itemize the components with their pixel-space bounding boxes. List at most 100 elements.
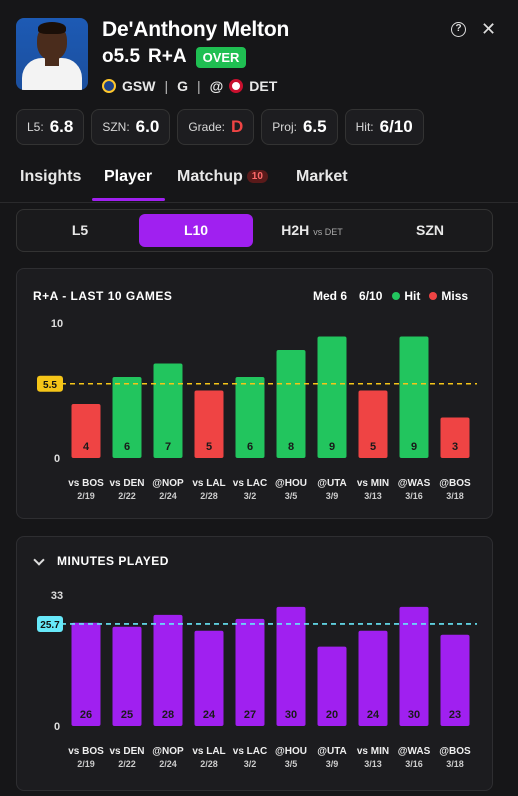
x-tick-date: 3/9 [326,759,339,769]
tab-bar: Insights Player Matchup 10 Market [0,168,518,202]
threshold-label: 25.7 [40,620,60,631]
player-name: De'Anthony Melton [102,18,290,41]
bar-value-label: 24 [203,709,216,721]
threshold-label: 5.5 [43,380,57,391]
y-tick-label: 0 [54,453,60,465]
x-tick-label: vs BOS [68,478,104,489]
hit-legend-label: Hit [404,289,421,303]
bar-value-label: 27 [244,709,256,721]
tab-player[interactable]: Player [104,168,153,185]
x-tick-date: 2/19 [77,491,95,501]
threshold-marker [37,375,63,392]
stat-pill-label: Hit: [355,120,374,134]
stat-pill-value: 6.8 [49,117,74,136]
stat-pill-value: D [231,117,244,136]
stat-pill: Grade: D [177,109,255,145]
bar [112,377,142,458]
range-selector: L5 L10 H2H vs DET SZN [16,209,493,252]
x-tick-date: 2/28 [200,759,218,769]
bar [440,417,470,458]
bar [276,350,306,458]
bar-value-label: 9 [329,441,335,453]
bar-value-label: 6 [247,441,253,453]
bar [71,622,101,726]
stat-pill-value: 6/10 [379,117,413,136]
bar-value-label: 23 [449,709,461,721]
bar-value-label: 30 [285,709,297,721]
bar [276,606,306,726]
bar [440,634,470,726]
segment-h2h[interactable]: H2H vs DET [281,222,343,238]
active-tab-indicator [92,198,165,201]
tab-insights[interactable]: Insights [20,168,82,185]
bar-value-label: 6 [124,441,130,453]
bar-value-label: 8 [288,441,294,453]
minutes-chart-title: MINUTES PLAYED [57,554,169,568]
x-tick-label: vs MIN [357,746,389,757]
player-header: De'Anthony Melton o5.5 R+A OVER GSW | G … [0,0,518,210]
matchup-badge: 10 [246,170,268,183]
stat-pill-value: 6.0 [135,117,160,136]
bar-value-label: 25 [121,709,133,721]
position: G [177,78,188,94]
bar-value-label: 5 [370,441,376,453]
bar-value-label: 4 [83,441,90,453]
bar [317,646,347,726]
bar [194,630,224,726]
x-tick-date: 2/24 [159,759,177,769]
x-tick-label: @UTA [317,746,347,757]
bar [358,390,388,458]
segment-l5[interactable]: L5 [71,222,89,238]
tab-matchup[interactable]: Matchup 10 [177,168,268,202]
x-tick-label: vs LAL [192,478,225,489]
ra-bar-chart: 10 0 4 vs BOS 2/19 6 vs DEN 2/22 7 @NOP 2/24 5 vs LA… [37,318,477,501]
x-tick-date: 2/22 [118,491,136,501]
player-avatar [16,18,88,90]
stat-pills: L5: 6.8 SZN: 6.0 Grade: D Proj: 6.5 Hit: 6/10 [16,109,424,145]
segment-l10[interactable]: L10 [139,214,253,247]
ra-chart-title: R+A - LAST 10 GAMES [33,289,173,303]
bar [235,377,265,458]
x-tick-label: @UTA [317,478,347,489]
x-tick-label: @BOS [439,746,471,757]
opponent-abbr: DET [249,78,278,94]
x-tick-label: vs DEN [109,746,144,757]
stat-pill: Proj: 6.5 [261,109,338,145]
stat-pill-label: Grade: [188,120,225,134]
bar [153,614,183,726]
x-tick-date: 3/2 [244,491,257,501]
minutes-bar-chart: 33 0 26 vs BOS 2/19 25 vs DEN 2/22 28 @NOP 2/24 24 v… [37,590,477,769]
x-tick-label: @HOU [275,746,307,757]
minutes-chart-card: MINUTES PLAYED 33 0 26 vs BOS 2/19 25 vs DEN 2/… [16,536,493,791]
bar-value-label: 30 [408,709,420,721]
x-tick-label: @WAS [398,746,431,757]
help-icon[interactable]: ? [451,22,466,37]
stat-pill-label: Proj: [272,120,297,134]
threshold-marker [37,615,63,632]
segment-szn[interactable]: SZN [416,222,444,238]
team-abbr: GSW [122,78,156,94]
y-tick-label: 33 [51,590,63,602]
tab-market[interactable]: Market [296,168,348,185]
stat-type: R+A [148,46,187,67]
hit-rate-label: 6/10 [359,289,383,303]
x-tick-date: 3/18 [446,759,464,769]
x-tick-label: vs LAL [192,746,225,757]
x-tick-date: 3/16 [405,491,423,501]
bar-value-label: 9 [411,441,417,453]
x-tick-label: vs DEN [109,478,144,489]
bar-value-label: 7 [165,441,171,453]
det-logo-icon [229,79,244,93]
x-tick-label: @NOP [152,478,184,489]
close-icon[interactable]: ✕ [481,19,497,39]
ra-chart-card: R+A - LAST 10 GAMES Med 6 6/10 Hit Miss … [16,268,493,519]
median-label: Med 6 [313,289,348,303]
x-tick-label: @NOP [152,746,184,757]
bar [71,404,101,458]
miss-legend-label: Miss [441,289,469,303]
gsw-logo-icon [102,79,116,93]
bar-value-label: 3 [452,441,458,453]
bar [235,618,265,726]
matchup-info: GSW | G | @ DET [102,78,277,94]
prop-line: o5.5 R+A OVER [102,46,247,68]
